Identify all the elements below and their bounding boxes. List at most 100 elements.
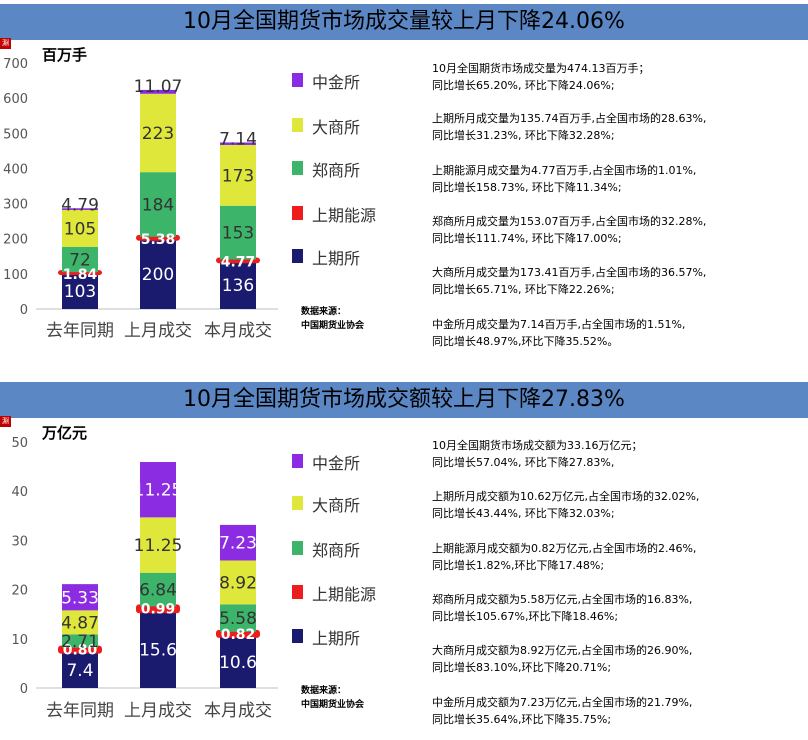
data-label: 0.82 — [221, 627, 256, 643]
y-tick-label: 0 — [20, 682, 28, 697]
legend-label: 上期所 — [312, 249, 361, 268]
note-line: 同比增长1.82%,环比下降17.48%; — [432, 559, 605, 572]
data-label: 5.38 — [141, 232, 176, 248]
logo-badge-icon: 淵 — [0, 38, 11, 49]
legend-label: 郑商所 — [312, 541, 361, 560]
note-line: 上期能源月成交额为0.82万亿元,占全国市场的2.46%, — [432, 542, 697, 555]
legend-label: 大商所 — [312, 496, 361, 515]
source-line-1: 数据来源： — [301, 686, 347, 696]
panel-title: 10月全国期货市场成交额较上月下降27.83% — [0, 382, 808, 418]
summary-note: 大商所月成交量为173.41百万手,占全国市场的36.57%, 同比增长65.71… — [432, 264, 706, 298]
bar-segment-4 — [220, 142, 256, 145]
y-tick-label: 300 — [3, 198, 28, 213]
bar-segment-3 — [140, 93, 176, 173]
data-label: 6.84 — [139, 581, 177, 601]
turnover-stacked-bar-chart: 0 10 20 30 40 50 7.4 0.802.714.87 5.33 去年同期 15.6 0.… — [11, 436, 278, 721]
legend-label: 中金所 — [312, 73, 361, 92]
bar-segment-3 — [62, 209, 98, 247]
y-tick-label: 200 — [3, 233, 28, 248]
data-label: 103 — [64, 282, 96, 302]
legend-label: 上期能源 — [312, 206, 377, 225]
y-tick-label: 30 — [11, 534, 28, 549]
y-tick-label: 40 — [11, 485, 28, 500]
bar-segment-2 — [140, 172, 176, 237]
y-tick-label: 20 — [11, 584, 28, 599]
legend-label: 上期所 — [312, 629, 361, 648]
data-label: 105 — [64, 219, 96, 239]
legend-swatch — [292, 496, 303, 510]
note-line: 中金所月成交量为7.14百万手,占全国市场的1.51%, — [432, 318, 686, 331]
summary-note: 中金所月成交量为7.14百万手,占全国市场的1.51%, 同比增长48.97%,环… — [432, 316, 685, 350]
data-label: 153 — [222, 224, 254, 244]
data-label: 11.07 — [134, 77, 183, 97]
legend-label: 中金所 — [312, 454, 361, 473]
note-line: 同比增长48.97%,环比下降35.52%。 — [432, 335, 619, 348]
source-line-2: 中国期货业协会 — [301, 700, 365, 710]
volume-panel: 10月全国期货市场成交量较上月下降24.06% 淵 百万手 0 100 200 300… — [0, 4, 808, 350]
data-source: 数据来源： 中国期货业协会 — [301, 684, 364, 712]
note-line: 同比增长57.04%, 环比下降27.83%, — [432, 456, 615, 469]
legend-swatch — [292, 249, 303, 263]
bar-segment-2 — [62, 634, 98, 648]
legend-label: 大商所 — [312, 118, 361, 137]
note-line: 同比增长43.44%, 环比下降32.03%; — [432, 507, 615, 520]
data-label: 2.71 — [61, 632, 99, 652]
data-label: 1.84 — [63, 267, 98, 283]
y-tick-label: 600 — [3, 92, 28, 107]
y-tick-label: 700 — [3, 57, 28, 72]
data-label: 0.80 — [63, 643, 98, 659]
bar-segment-4 — [62, 584, 98, 611]
bar-segment-4 — [62, 208, 98, 210]
note-line: 郑商所月成交额为5.58万亿元,占全国市场的16.83%, — [432, 593, 693, 606]
bar-segment-1 — [216, 629, 260, 638]
bar-segment-3 — [62, 610, 98, 635]
data-label: 4.87 — [61, 613, 99, 633]
bar-segment-0 — [220, 635, 256, 688]
summary-note: 上期能源月成交额为0.82万亿元,占全国市场的2.46%, 同比增长1.82%,环… — [432, 540, 696, 574]
data-label: 4.79 — [61, 195, 99, 215]
y-tick-label: 10 — [11, 633, 28, 648]
y-tick-label: 100 — [3, 268, 28, 283]
data-label: 0.99 — [141, 601, 176, 617]
x-category-label: 去年同期 — [46, 701, 114, 721]
y-tick-label: 500 — [3, 127, 28, 142]
note-line: 10月全国期货市场成交量为474.13百万手； — [432, 62, 650, 75]
data-label: 7.23 — [219, 534, 257, 554]
data-label: 11.25 — [134, 536, 183, 556]
note-line: 同比增长111.74%, 环比下降17.00%; — [432, 232, 622, 245]
bar-segment-2 — [62, 246, 98, 273]
legend-swatch — [292, 541, 303, 555]
unit-label: 百万手 — [42, 46, 88, 64]
bar-segment-4 — [140, 89, 176, 94]
bar-segment-1 — [136, 604, 180, 614]
legend-label: 上期能源 — [312, 585, 377, 604]
data-label: 136 — [222, 276, 254, 296]
y-tick-label: 0 — [20, 303, 28, 318]
bar-segment-3 — [220, 144, 256, 206]
note-line: 同比增长158.73%, 环比下降11.34%; — [432, 181, 622, 194]
logo-badge-icon: 淵 — [0, 416, 11, 427]
data-label: 7.14 — [219, 129, 257, 149]
summary-note: 上期所月成交量为135.74百万手,占全国市场的28.63%, 同比增长31.23… — [432, 110, 706, 144]
x-category-label: 本月成交 — [204, 321, 272, 341]
data-label: 15.6 — [139, 641, 177, 661]
note-line: 同比增长65.71%, 环比下降22.26%; — [432, 283, 615, 296]
note-line: 同比增长65.20%, 环比下降24.06%; — [432, 79, 615, 92]
summary-note: 10月全国期货市场成交额为33.16万亿元； 同比增长57.04%, 环比下降27… — [432, 437, 643, 471]
panel-title: 10月全国期货市场成交量较上月下降24.06% — [0, 4, 808, 40]
legend-swatch — [292, 118, 303, 132]
x-category-label: 去年同期 — [46, 321, 114, 341]
legend-swatch — [292, 629, 303, 643]
data-label: 72 — [69, 251, 91, 271]
data-label: 200 — [142, 265, 174, 285]
note-line: 上期所月成交额为10.62万亿元,占全国市场的32.02%, — [432, 490, 700, 503]
note-line: 同比增长31.23%, 环比下降32.28%; — [432, 129, 615, 142]
note-line: 中金所月成交额为7.23万亿元,占全国市场的21.79%, — [432, 696, 693, 709]
bar-segment-4 — [140, 462, 176, 518]
source-line-2: 中国期货业协会 — [301, 321, 365, 331]
bar-segment-2 — [220, 205, 256, 260]
note-line: 同比增长105.67%,环比下降18.46%; — [432, 610, 619, 623]
legend-swatch — [292, 206, 303, 220]
data-label: 5.33 — [61, 588, 99, 608]
data-source: 数据来源： 中国期货业协会 — [301, 305, 364, 333]
